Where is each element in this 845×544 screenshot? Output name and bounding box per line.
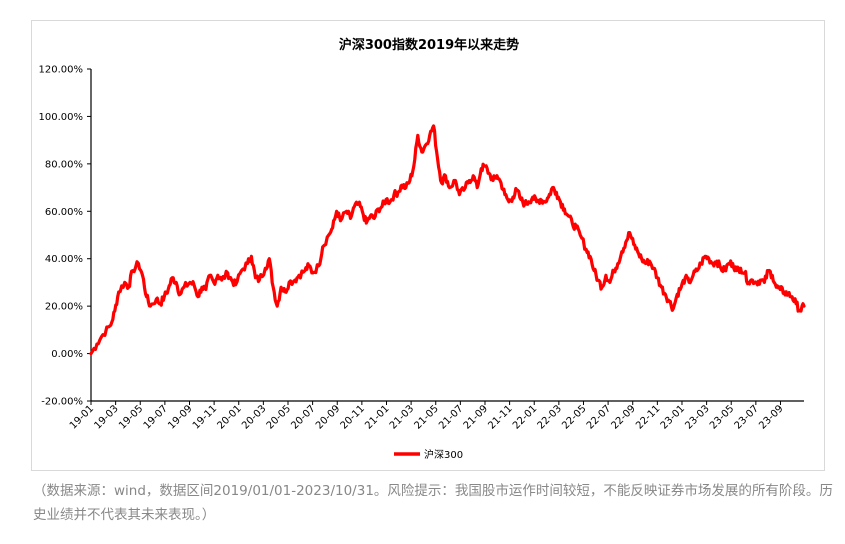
x-tick-label: 22-03: [536, 403, 564, 431]
chart-title: 沪深300指数2019年以来走势: [339, 37, 519, 53]
x-tick-label: 22-01: [511, 403, 539, 431]
x-tick-label: 23-05: [708, 403, 736, 431]
x-tick-label: 20-05: [265, 403, 293, 431]
legend: 沪深300: [394, 448, 463, 461]
x-tick-label: 20-11: [339, 403, 367, 431]
y-tick-label: 120.00%: [39, 65, 84, 76]
y-tick-label: -20.00%: [41, 397, 83, 408]
source-caption: （数据来源：wind，数据区间2019/01/01-2023/10/31。风险提…: [33, 483, 833, 523]
x-axis: 19-0119-0319-0519-0719-0919-1120-0120-03…: [68, 400, 804, 432]
x-tick-label: 22-05: [560, 403, 588, 431]
x-tick-label: 23-01: [659, 403, 687, 431]
legend-label: 沪深300: [424, 448, 463, 461]
x-tick-label: 21-05: [413, 403, 441, 431]
x-tick-label: 20-03: [240, 403, 268, 431]
series-layer: [89, 124, 806, 356]
x-tick-label: 20-07: [289, 403, 317, 431]
x-tick-label: 19-03: [92, 403, 120, 431]
chart-frame: 沪深300指数2019年以来走势 120.00% 100.00% 80.00% 60.…: [31, 20, 825, 471]
x-tick-label: 23-07: [733, 403, 761, 431]
x-tick-label: 21-09: [462, 403, 490, 431]
y-axis: 120.00% 100.00% 80.00% 60.00% 40.00% 20.00% 0.…: [39, 65, 92, 408]
x-tick-label: 19-07: [142, 403, 170, 431]
y-tick-label: 60.00%: [45, 207, 83, 218]
y-tick-label: 40.00%: [45, 254, 83, 265]
x-tick-label: 20-09: [314, 403, 342, 431]
x-tick-label: 21-03: [388, 403, 416, 431]
x-tick-label: 20-01: [216, 403, 244, 431]
x-tick-label: 22-07: [585, 403, 613, 431]
x-tick-label: 19-11: [191, 403, 219, 431]
x-tick-label: 22-11: [634, 403, 662, 431]
y-tick-label: 0.00%: [51, 349, 83, 360]
x-tick-label: 21-07: [437, 403, 465, 431]
x-tick-label: 21-01: [363, 403, 391, 431]
y-tick-label: 20.00%: [45, 302, 83, 313]
x-tick-label: 19-09: [166, 403, 194, 431]
series-line-沪深300: [89, 124, 806, 356]
x-tick-label: 23-09: [757, 403, 785, 431]
line-chart: 沪深300指数2019年以来走势 120.00% 100.00% 80.00% 60.…: [39, 37, 806, 461]
x-tick-label: 21-11: [486, 403, 514, 431]
x-tick-label: 19-01: [68, 403, 96, 431]
x-tick-label: 22-09: [610, 403, 638, 431]
y-tick-label: 80.00%: [45, 159, 83, 170]
x-tick-label: 23-03: [683, 403, 711, 431]
y-tick-label: 100.00%: [39, 112, 84, 123]
x-tick-label: 19-05: [117, 403, 145, 431]
